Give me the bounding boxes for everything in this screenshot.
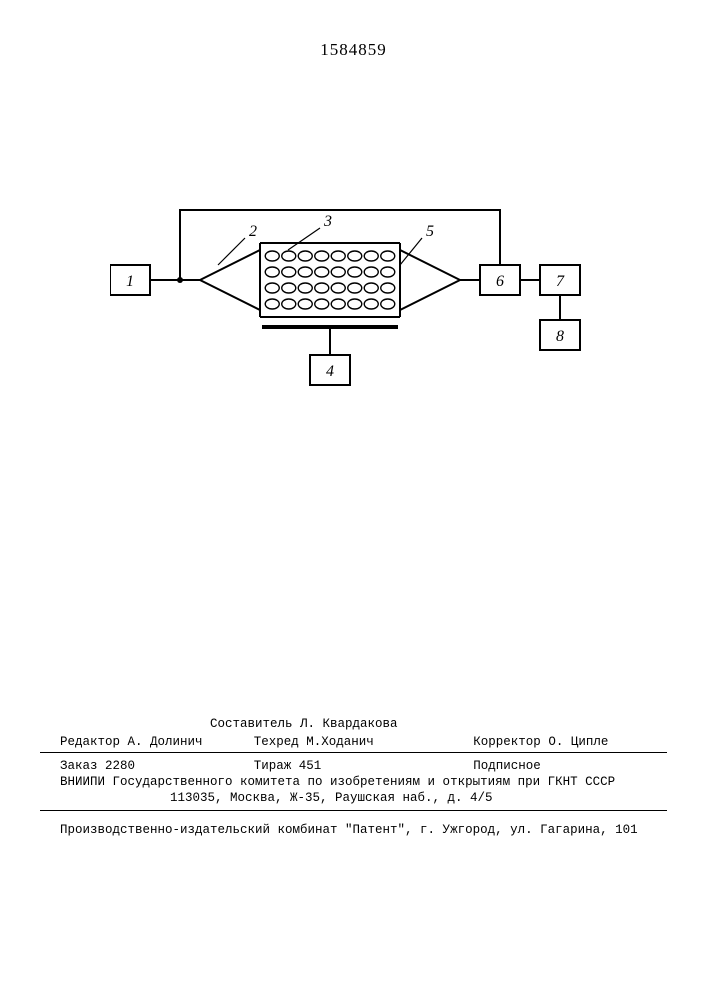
packing-ellipse [348,299,362,309]
tech-label: Техред [254,735,299,749]
subscription-cell: Подписное [453,758,667,775]
packing-ellipse [315,251,329,261]
publisher-line: Производственно-издательский комбинат "П… [60,822,667,839]
credits-row: Редактор А. Долинич Техред М.Ходанич Кор… [60,734,667,751]
packing-ellipse [331,267,345,277]
compiler-line: Составитель Л. Квардакова [60,716,667,733]
packing-ellipse [331,251,345,261]
order-row: Заказ 2280 Тираж 451 Подписное [60,758,667,775]
editor-label: Редактор [60,735,120,749]
block-label-1: 1 [126,273,134,290]
packing-ellipse [298,251,312,261]
packing-ellipse [381,251,395,261]
order-label: Заказ [60,759,98,773]
packing-ellipse [265,251,279,261]
divider-1 [40,752,667,753]
tirazh-cell: Тираж 451 [254,758,454,775]
packing-ellipse [381,267,395,277]
divider-2 [40,810,667,811]
packing-ellipse [331,283,345,293]
editor-name: А. Долинич [128,735,203,749]
schematic-diagram: 1 4 6 7 8 2 3 5 [110,180,600,400]
tech-name: М.Ходанич [306,735,374,749]
packing-ellipse [348,251,362,261]
packing-ellipse [315,299,329,309]
corrector-label: Корректор [473,735,541,749]
subscription: Подписное [473,759,541,773]
patent-number: 1584859 [0,40,707,60]
packing-ellipse [381,299,395,309]
packing-ellipse [315,283,329,293]
left-horn [200,250,260,310]
packing-ellipse [364,299,378,309]
packing-ellipse [364,283,378,293]
packing-ellipse [298,283,312,293]
block-label-4: 4 [326,363,334,380]
packing-ellipse [265,283,279,293]
block-label-7: 7 [556,273,565,290]
tirazh-label: Тираж [254,759,292,773]
packing-ellipse [265,299,279,309]
block-label-8: 8 [556,328,564,345]
pointer-label-3: 3 [323,213,332,230]
pointer-label-2: 2 [249,223,257,240]
packing-ellipse [364,251,378,261]
packing-ellipse [348,267,362,277]
packing-ellipse [298,267,312,277]
order-number: 2280 [105,759,135,773]
editor-cell: Редактор А. Долинич [60,734,254,751]
tirazh-value: 451 [299,759,322,773]
order-cell: Заказ 2280 [60,758,254,775]
packing-ellipse [282,283,296,293]
packing-ellipse [282,251,296,261]
packing-ellipse [282,267,296,277]
corrector-cell: Корректор О. Ципле [453,734,667,751]
block-label-6: 6 [496,273,504,290]
packing-ellipse [265,267,279,277]
org-line: ВНИИПИ Государственного комитета по изоб… [60,774,667,791]
feedback-line [180,210,500,280]
packing-ellipse [381,283,395,293]
pointer-label-5: 5 [426,223,434,240]
address-line: 113035, Москва, Ж-35, Раушская наб., д. … [60,790,667,807]
packing-ellipse [298,299,312,309]
compiler-label: Составитель [210,717,293,731]
packing-ellipse [348,283,362,293]
tech-cell: Техред М.Ходанич [254,734,454,751]
corrector-name: О. Ципле [548,735,608,749]
packing-ellipse [282,299,296,309]
packing-ellipse [364,267,378,277]
packing-ellipse [331,299,345,309]
right-horn [400,250,460,310]
compiler-name: Л. Квардакова [300,717,398,731]
packing-ellipse [315,267,329,277]
